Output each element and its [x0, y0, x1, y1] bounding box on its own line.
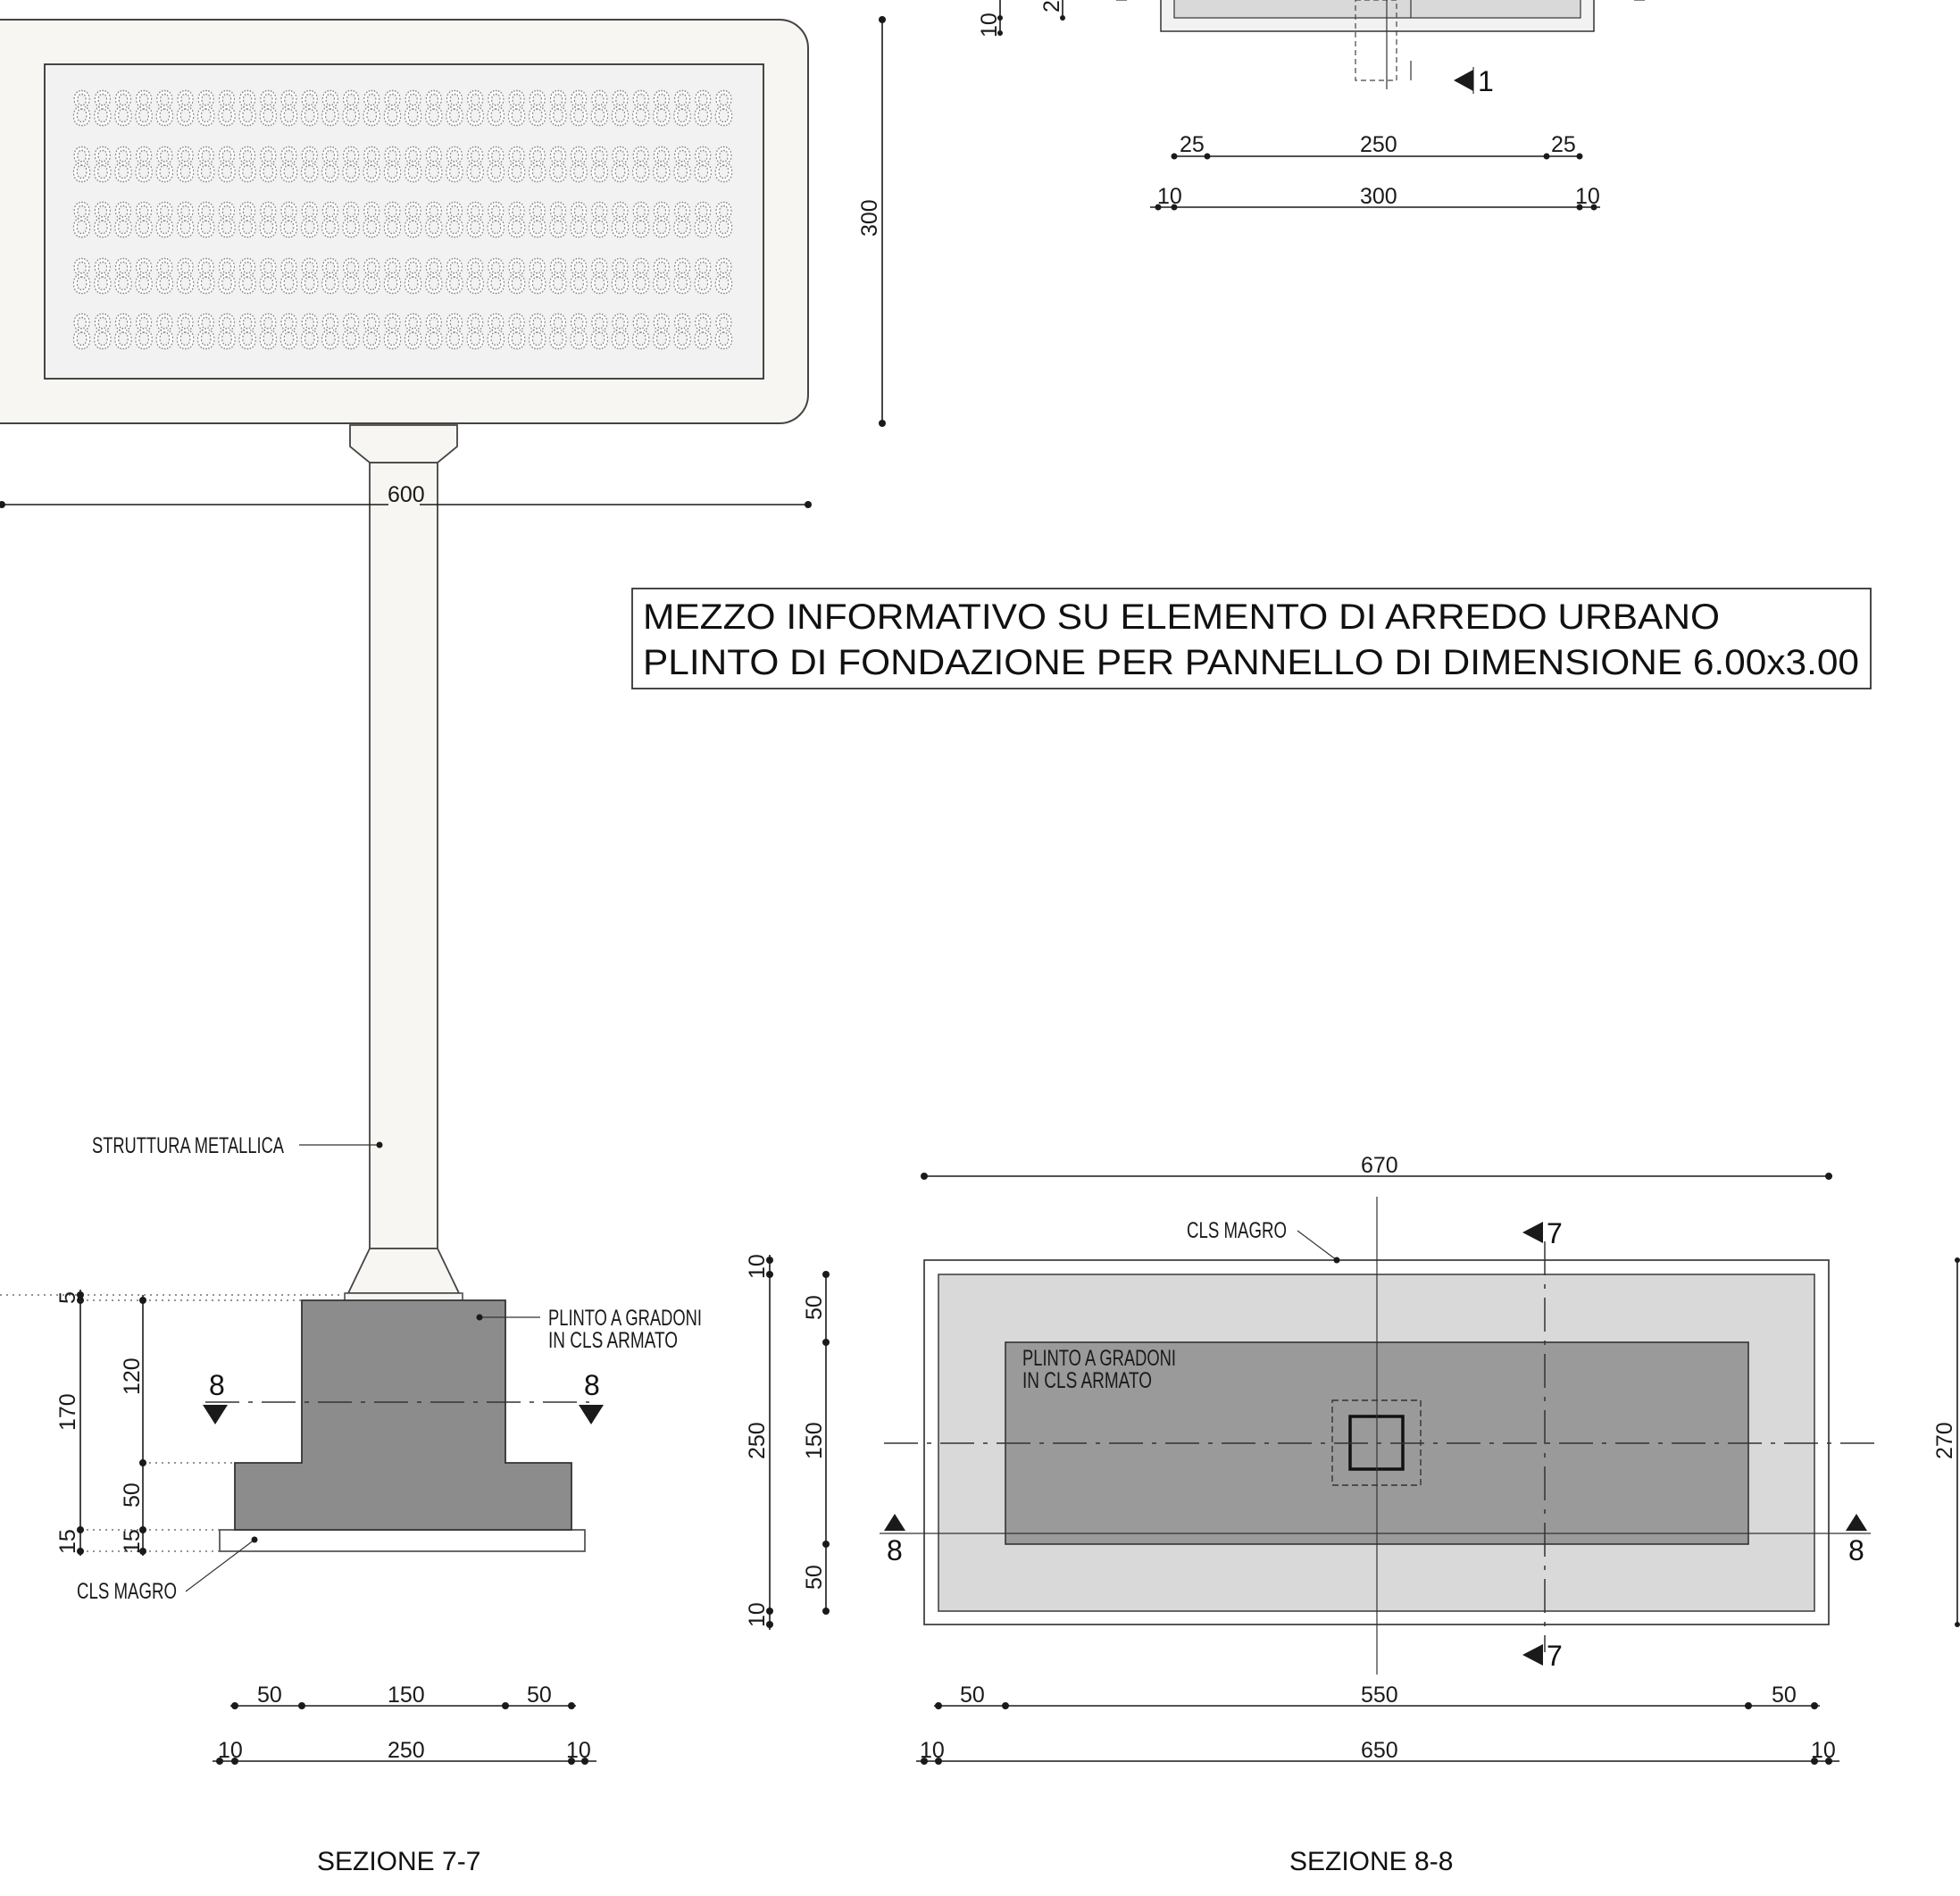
dim-s77-250: 250: [388, 1738, 425, 1763]
led-display: 88888888888888888888888888888888 8888888…: [71, 82, 735, 361]
dim-s77-15b: 15: [120, 1529, 145, 1554]
section-title-8-8: SEZIONE 8-8: [1289, 1847, 1453, 1876]
dim-s77-10b: 10: [566, 1738, 591, 1763]
led-row: 88888888888888888888888888888888: [71, 251, 734, 305]
dim-s88-50c: 50: [1772, 1683, 1797, 1708]
dim-s77-150: 150: [388, 1683, 425, 1708]
dim-panel-height: 300: [857, 199, 882, 237]
label-cls-magro-88: CLS MAGRO: [1187, 1218, 1287, 1243]
led-row: 88888888888888888888888888888888: [71, 83, 734, 137]
section-mark-8-s88-right: 8: [1848, 1534, 1864, 1566]
label-plinto-77-l1: PLINTO A GRADONI: [548, 1306, 702, 1331]
dim-s88-10-bottom: 10: [745, 1602, 770, 1627]
dim-s88-10-top: 10: [745, 1254, 770, 1279]
dim-s88-50-top: 50: [802, 1295, 827, 1320]
dim-top-300: 300: [1360, 184, 1397, 209]
dim-top-25b: 25: [1551, 132, 1576, 157]
dim-s77-5: 5: [55, 1291, 80, 1304]
label-plinto-88-l1: PLINTO A GRADONI: [1022, 1346, 1176, 1371]
title-line-2: PLINTO DI FONDAZIONE PER PANNELLO DI DIM…: [643, 643, 1859, 682]
dim-top-left-10: 10: [977, 13, 1002, 38]
dim-s88-670: 670: [1361, 1153, 1398, 1178]
section-mark-7-top: 7: [1547, 1217, 1563, 1249]
led-row: 88888888888888888888888888888888: [71, 306, 734, 360]
dim-s88-50a: 50: [960, 1683, 985, 1708]
dim-s88-550: 550: [1361, 1683, 1398, 1708]
dim-s77-170: 170: [55, 1393, 80, 1431]
dim-s88-650: 650: [1361, 1738, 1398, 1763]
dim-s77-15a: 15: [55, 1529, 80, 1554]
dim-s77-50v: 50: [120, 1483, 145, 1508]
label-struttura-metallica: STRUTTURA METALLICA: [92, 1133, 284, 1158]
section-mark-7-bottom: 7: [1547, 1640, 1563, 1672]
label-plinto-77-l2: IN CLS ARMATO: [548, 1328, 678, 1353]
dim-s88-270: 270: [1932, 1422, 1957, 1459]
section-mark-1: 1: [1478, 65, 1494, 97]
dim-top-10b: 10: [1575, 184, 1600, 209]
sign-panel: 88888888888888888888888888888888 8888888…: [0, 16, 886, 427]
dim-s88-10d: 10: [1811, 1738, 1836, 1763]
dim-s77-50b: 50: [527, 1683, 552, 1708]
dim-s77-10a: 10: [218, 1738, 243, 1763]
section-arrow-1: [1454, 70, 1473, 91]
dim-s88-250: 250: [745, 1422, 770, 1459]
dim-s88-50-bottom: 50: [802, 1565, 827, 1590]
metal-structure-pole: 600 STRUTTURA METALLICA: [0, 424, 812, 1302]
section-mark-8-s88-left: 8: [887, 1534, 903, 1566]
led-row: 88888888888888888888888888888888: [71, 195, 734, 248]
dim-panel-width: 600: [388, 482, 425, 507]
dim-top-left-2: 2: [1039, 0, 1064, 13]
section-title-7-7: SEZIONE 7-7: [317, 1847, 480, 1876]
label-cls-magro-77: CLS MAGRO: [77, 1579, 177, 1604]
dim-s77-50a: 50: [257, 1683, 282, 1708]
section-mark-8-right: 8: [584, 1369, 600, 1401]
label-plinto-88-l2: IN CLS ARMATO: [1022, 1368, 1152, 1393]
led-row: 88888888888888888888888888888888: [71, 139, 734, 193]
title-block: MEZZO INFORMATIVO SU ELEMENTO DI ARREDO …: [631, 588, 1872, 689]
title-line-1: MEZZO INFORMATIVO SU ELEMENTO DI ARREDO …: [643, 597, 1720, 637]
section-8-8: 8 8 7 7 PLINTO A GRADONI IN CLS ARMATO C…: [745, 1153, 1960, 1876]
dim-s88-150: 150: [802, 1422, 827, 1459]
top-plan-view-partial: 1 10 2 25 250 25 10 300 10: [977, 0, 1645, 211]
dim-top-250: 250: [1360, 132, 1397, 157]
section-mark-8-left: 8: [209, 1369, 225, 1401]
dim-top-10a: 10: [1157, 184, 1182, 209]
dim-s88-10c: 10: [920, 1738, 945, 1763]
section-7-7: 8 8 PLINTO A GRADONI IN CLS ARMATO CLS M…: [0, 1290, 702, 1876]
dim-s77-120: 120: [120, 1357, 145, 1395]
dim-top-25a: 25: [1180, 132, 1205, 157]
